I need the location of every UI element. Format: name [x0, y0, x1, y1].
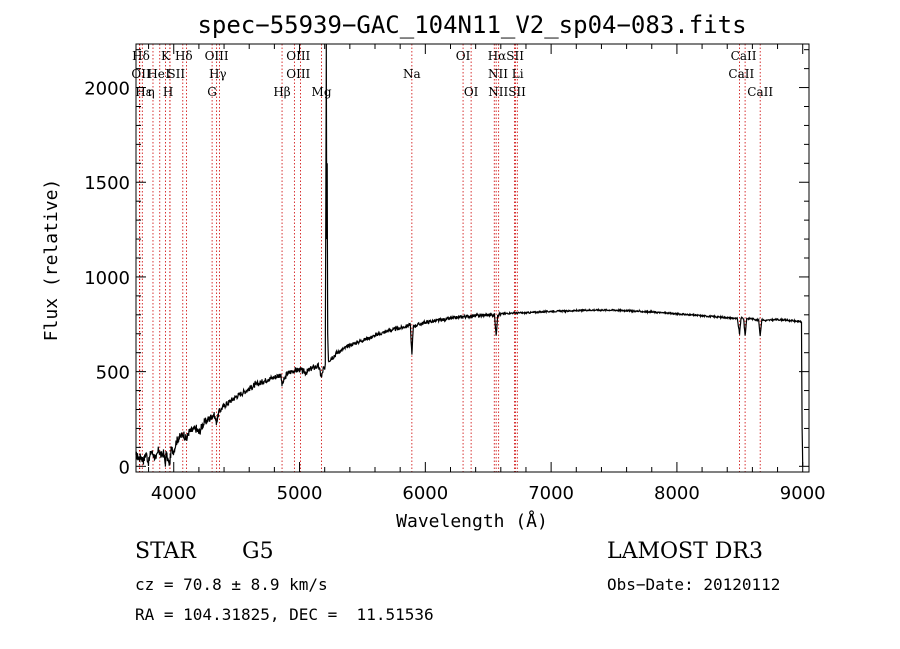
- y-axis-label: Flux (relative): [41, 179, 62, 342]
- x-tick-label: 5000: [277, 483, 323, 504]
- spectral-line-label: NII Li: [488, 67, 524, 81]
- x-tick-label: 8000: [654, 483, 700, 504]
- spectral-line-label: K: [161, 49, 171, 63]
- y-tick-label: 0: [119, 457, 130, 478]
- spectral-line-label: CaII: [731, 49, 757, 63]
- spectral-line-label: η: [147, 85, 154, 99]
- spectral-line-label: HαSII: [488, 49, 525, 63]
- x-tick-label: 9000: [780, 483, 826, 504]
- x-tick-label: 6000: [402, 483, 448, 504]
- spectral-line-label: SII: [167, 67, 185, 81]
- spectral-line-label: OIII: [286, 67, 310, 81]
- observation-date: Obs−Date: 20120112: [607, 575, 781, 594]
- y-tick-label: 500: [96, 363, 130, 384]
- spectral-line-label: I: [165, 67, 170, 81]
- x-tick-label: 4000: [151, 483, 197, 504]
- spectral-line-label: CaII: [747, 85, 773, 99]
- plot-frame: [135, 43, 810, 473]
- spectral-line-label: Hδ: [175, 49, 193, 63]
- object-class: STAR: [135, 539, 196, 564]
- spectral-line-markers: [138, 44, 761, 472]
- spectral-line-label: H: [163, 85, 173, 99]
- spectral-line-label: Hγ: [209, 67, 227, 81]
- coordinates: RA = 104.31825, DEC = 11.51536: [135, 605, 434, 624]
- spectral-line-label: OIII: [286, 49, 310, 63]
- spectral-line-label: NIISII: [488, 85, 526, 99]
- spectral-line-label: He: [147, 67, 165, 81]
- spectral-line-label: OI: [456, 49, 471, 63]
- y-tick-label: 1500: [84, 173, 130, 194]
- spectral-line-label: Hε: [135, 85, 152, 99]
- spectral-line-label: CaII: [728, 67, 754, 81]
- axis-ticks: 4000 5000 6000 7000 8000 9000 0 500 1000 1500 2000: [84, 44, 826, 504]
- spectral-line-label: Mg: [312, 85, 332, 99]
- x-tick-label: 7000: [528, 483, 574, 504]
- spectral-line-label: Na: [403, 67, 421, 81]
- object-subclass: G5: [242, 539, 274, 564]
- spectral-line-label: OI: [464, 85, 479, 99]
- redshift-cz: cz = 70.8 ± 8.9 km/s: [135, 575, 328, 594]
- chart-title: spec−55939−GAC_104N11_V2_sp04−083.fits: [197, 11, 746, 39]
- spectral-line-label: G: [207, 85, 217, 99]
- y-tick-label: 1000: [84, 268, 130, 289]
- spectral-line-label: Hδ: [132, 49, 150, 63]
- y-tick-label: 2000: [84, 79, 130, 100]
- spectrum-series-line: [135, 43, 804, 467]
- survey-name: LAMOST DR3: [607, 539, 763, 564]
- spectral-line-label: Hβ: [273, 85, 290, 99]
- spectral-line-label: OIII: [205, 49, 229, 63]
- x-axis-label: Wavelength (Å): [396, 510, 548, 532]
